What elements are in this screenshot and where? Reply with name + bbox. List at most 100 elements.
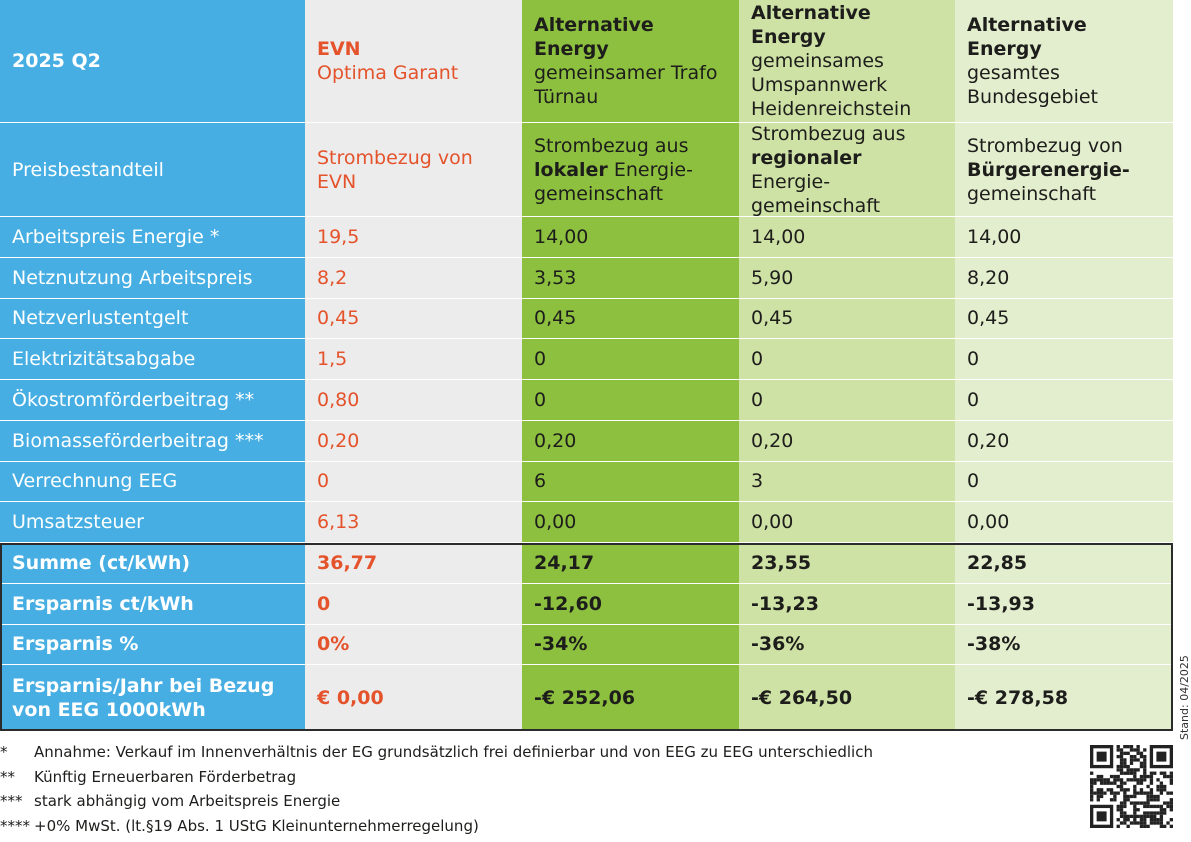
qr-module xyxy=(1153,798,1157,802)
table-cell: -34% xyxy=(522,624,739,666)
table-cell: -36% xyxy=(739,624,955,666)
table-cell: Summe (ct/kWh) xyxy=(0,543,305,584)
qr-module xyxy=(1166,774,1170,779)
qr-module xyxy=(1133,778,1137,782)
qr-module xyxy=(1119,811,1124,815)
qr-module xyxy=(1133,748,1137,752)
table-cell: 0% xyxy=(305,624,522,666)
qr-module xyxy=(1119,801,1124,805)
table-cell: 8,2 xyxy=(305,257,522,299)
qr-module xyxy=(1136,758,1140,762)
cell-content: Alternative Energy gemeinsamer Trafo Türn… xyxy=(534,13,727,109)
qr-module xyxy=(1126,814,1130,819)
row-label: Umsatzsteuer xyxy=(12,511,144,534)
qr-module xyxy=(1133,804,1137,809)
qr-module xyxy=(1139,754,1144,759)
qr-module xyxy=(1123,764,1127,769)
qr-module xyxy=(1159,814,1164,819)
row-label: Ökostromförderbeitrag ** xyxy=(12,388,255,411)
qr-code xyxy=(1090,745,1173,828)
value: 0,45 xyxy=(751,307,794,330)
qr-module xyxy=(1126,751,1130,755)
table-cell: 14,00 xyxy=(739,217,955,258)
summary-label: Summe (ct/kWh) xyxy=(12,551,191,574)
qr-module xyxy=(1146,791,1150,795)
qr-module xyxy=(1143,814,1147,819)
cell-content: -€ 264,50 xyxy=(751,686,943,710)
value: 3,53 xyxy=(534,266,577,289)
table-cell: 0,20 xyxy=(522,420,739,462)
qr-module xyxy=(1153,818,1157,822)
qr-module xyxy=(1126,745,1130,749)
qr-module xyxy=(1123,771,1127,775)
qr-module xyxy=(1123,788,1127,792)
source-emphasis: Bürgerenergie- xyxy=(967,158,1130,181)
qr-module xyxy=(1139,751,1144,755)
source-text: Energie-gemeinschaft xyxy=(751,170,881,217)
qr-module xyxy=(1159,804,1164,809)
cell-content: 0,45 xyxy=(534,306,727,330)
qr-module xyxy=(1126,764,1130,769)
cell-content: 0,00 xyxy=(967,510,1161,534)
qr-module xyxy=(1156,788,1160,792)
qr-module xyxy=(1133,801,1137,805)
qr-module xyxy=(1126,798,1130,802)
qr-module xyxy=(1139,824,1144,828)
qr-module xyxy=(1133,784,1137,789)
cell-content: -13,93 xyxy=(967,592,1161,616)
row-label: Biomasseförderbeitrag *** xyxy=(12,429,264,452)
cell-content: 0 xyxy=(317,469,510,493)
qr-module xyxy=(1096,794,1100,799)
qr-module xyxy=(1149,821,1154,825)
qr-module xyxy=(1139,821,1144,825)
footnote: **** +0% MwSt. (lt.§19 Abs. 1 UStG Kleinu… xyxy=(0,814,873,839)
qr-module xyxy=(1166,821,1170,825)
qr-module xyxy=(1129,761,1134,765)
cell-content: -13,23 xyxy=(751,592,943,616)
qr-module xyxy=(1119,771,1124,775)
qr-module xyxy=(1153,794,1157,799)
summary-value: -13,23 xyxy=(751,592,819,615)
qr-module xyxy=(1139,818,1144,822)
qr-module xyxy=(1119,821,1124,825)
qr-module xyxy=(1090,794,1094,799)
source-text: Strombezug von xyxy=(967,134,1123,157)
qr-module xyxy=(1159,818,1164,822)
qr-module xyxy=(1133,768,1137,772)
qr-module xyxy=(1099,791,1104,795)
table-cell: 6,13 xyxy=(305,502,522,543)
value: 0,00 xyxy=(534,511,577,534)
qr-module xyxy=(1133,758,1137,762)
value: 8,20 xyxy=(967,266,1010,289)
qr-module xyxy=(1129,814,1134,819)
qr-module xyxy=(1143,778,1147,782)
table-cell: Strombezug aus lokaler Energie-gemeinsch… xyxy=(522,123,739,217)
qr-module xyxy=(1169,818,1173,822)
value: 0,20 xyxy=(967,429,1010,452)
qr-module xyxy=(1146,814,1150,819)
qr-module xyxy=(1163,788,1167,792)
qr-module xyxy=(1106,778,1110,782)
qr-module xyxy=(1136,791,1140,795)
summary-value: 23,55 xyxy=(751,551,812,574)
qr-module xyxy=(1123,818,1127,822)
qr-module xyxy=(1113,778,1117,782)
qr-module xyxy=(1133,771,1137,775)
summary-frame xyxy=(0,543,1173,731)
value: 1,5 xyxy=(317,348,348,371)
qr-module xyxy=(1169,771,1173,775)
cell-content: 36,77 xyxy=(317,551,510,575)
table-cell: Umsatzsteuer xyxy=(0,502,305,543)
summary-value: -€ 252,06 xyxy=(534,686,636,709)
table-cell: Ersparnis/Jahr bei Bezug von EEG 1000kWh xyxy=(0,665,305,732)
footnote-mark: * xyxy=(0,743,8,761)
summary-value: 0 xyxy=(317,592,331,615)
cell-content: 0 xyxy=(534,347,727,371)
cell-content: Biomasseförderbeitrag *** xyxy=(12,429,293,453)
qr-module xyxy=(1109,774,1114,779)
qr-module xyxy=(1106,781,1110,785)
qr-module xyxy=(1090,791,1094,795)
qr-module xyxy=(1163,801,1167,805)
qr-module xyxy=(1133,791,1137,795)
value: 6 xyxy=(534,470,547,493)
